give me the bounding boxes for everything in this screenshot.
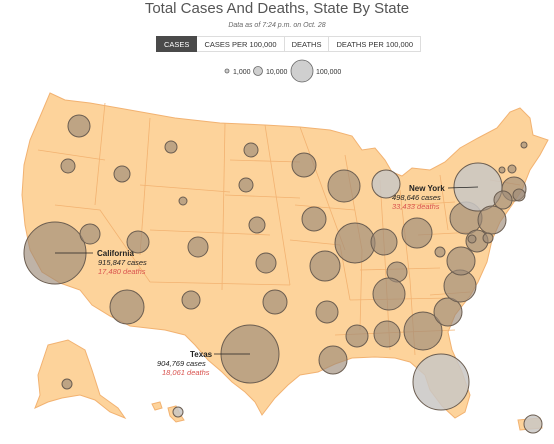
bubble-arkansas — [315, 300, 339, 324]
callout-leader-line — [447, 186, 479, 189]
bubble-colorado — [187, 236, 209, 258]
border-line — [299, 126, 346, 251]
bubble-minnesota — [291, 152, 317, 178]
bubble-mississippi — [345, 324, 369, 348]
bubble-dc — [467, 234, 477, 244]
chart-title: Total Cases And Deaths, State By State — [144, 0, 410, 17]
border-line — [54, 204, 151, 283]
border-line — [264, 124, 291, 286]
legend-label-100000: 100,000 — [316, 69, 341, 76]
legend-circle-10000 — [253, 66, 263, 76]
bubble-north-dakota — [243, 142, 259, 158]
callout-california: California 915,847 cases 17,480 deaths — [55, 249, 147, 276]
callout-new-york: New York 498,646 cases 33,433 deaths — [392, 184, 479, 211]
bubble-montana — [164, 140, 178, 154]
bubble-missouri — [309, 250, 341, 282]
legend-circle-100000 — [290, 59, 314, 83]
callout-cases: 498,646 cases — [392, 193, 441, 202]
case-bubbles — [23, 114, 543, 434]
bubble-puerto-rico — [523, 414, 543, 434]
callout-state-name: New York — [409, 184, 445, 193]
bubble-georgia — [403, 311, 443, 351]
tab-cases[interactable]: CASES — [156, 36, 198, 52]
bubble-idaho — [113, 165, 131, 183]
size-legend: 1,000 10,000 100,000 — [224, 59, 341, 83]
bubble-alaska — [61, 378, 73, 390]
legend-circle-1000 — [224, 68, 230, 74]
callout-cases: 904,769 cases — [157, 359, 206, 368]
bubble-wisconsin — [327, 169, 361, 203]
border-line — [379, 179, 391, 351]
bubble-ohio — [401, 217, 433, 249]
bubble-new-mexico — [181, 290, 201, 310]
bubble-south-dakota — [238, 177, 254, 193]
bubble-alabama — [373, 320, 401, 348]
bubble-arizona — [109, 289, 145, 325]
bubble-indiana — [370, 228, 398, 256]
callout-deaths: 33,433 deaths — [392, 202, 440, 211]
bubble-nevada — [79, 223, 101, 245]
border-line — [221, 122, 226, 291]
callout-deaths: 17,480 deaths — [98, 267, 146, 276]
bubble-west-virginia — [434, 246, 446, 258]
border-line — [37, 149, 106, 161]
callout-cases: 915,847 cases — [98, 258, 147, 267]
bubble-tennessee — [372, 277, 406, 311]
tab-deaths[interactable]: DEATHS — [284, 36, 330, 52]
bubble-maine — [520, 141, 528, 149]
bubble-south-carolina — [433, 297, 463, 327]
bubble-connecticut — [493, 190, 513, 210]
bubble-hawaii — [172, 406, 184, 418]
tab-cases-per-100000[interactable]: CASES PER 100,000 — [197, 36, 285, 52]
bubble-washington — [67, 114, 91, 138]
bubble-new-jersey — [477, 205, 507, 235]
bubble-louisiana — [318, 345, 348, 375]
tab-deaths-per-100000[interactable]: DEATHS PER 100,000 — [329, 36, 422, 52]
border-line — [139, 184, 231, 193]
callout-texas: Texas 904,769 cases 18,061 deaths — [157, 350, 250, 377]
bubble-virginia — [446, 246, 476, 276]
bubble-delaware — [482, 232, 494, 244]
bubble-oregon — [60, 158, 76, 174]
bubble-iowa — [301, 206, 327, 232]
border-line — [229, 159, 301, 163]
legend-label-1000: 1,000 — [233, 69, 251, 76]
bubble-utah — [126, 230, 150, 254]
bubble-kansas — [255, 252, 277, 274]
bubble-illinois — [334, 222, 376, 264]
bubble-nebraska — [248, 216, 266, 234]
bubble-wyoming — [178, 196, 188, 206]
bubble-oklahoma — [262, 289, 288, 315]
legend-label-10000: 10,000 — [266, 69, 288, 76]
border-line — [439, 174, 449, 231]
bubble-florida — [412, 353, 470, 411]
data-timestamp: Data as of 7:24 p.m. on Oct. 28 — [228, 22, 326, 29]
callout-state-name: Texas — [190, 350, 213, 359]
border-line — [149, 281, 291, 286]
bubble-vermont — [498, 166, 506, 174]
border-line — [94, 102, 106, 206]
bubble-rhode-island — [512, 188, 526, 202]
alaska-shape — [34, 339, 127, 420]
callout-deaths: 18,061 deaths — [162, 368, 210, 377]
border-line — [407, 201, 456, 206]
bubble-new-hampshire — [507, 164, 517, 174]
bubble-michigan — [371, 169, 401, 199]
border-line — [149, 229, 271, 236]
border-line — [294, 204, 356, 211]
border-line — [224, 194, 301, 199]
metric-tabs: CASES CASES PER 100,000 DEATHS DEATHS PE… — [156, 36, 422, 52]
hawaii-shape-1 — [151, 401, 163, 411]
callout-state-name: California — [97, 249, 134, 258]
